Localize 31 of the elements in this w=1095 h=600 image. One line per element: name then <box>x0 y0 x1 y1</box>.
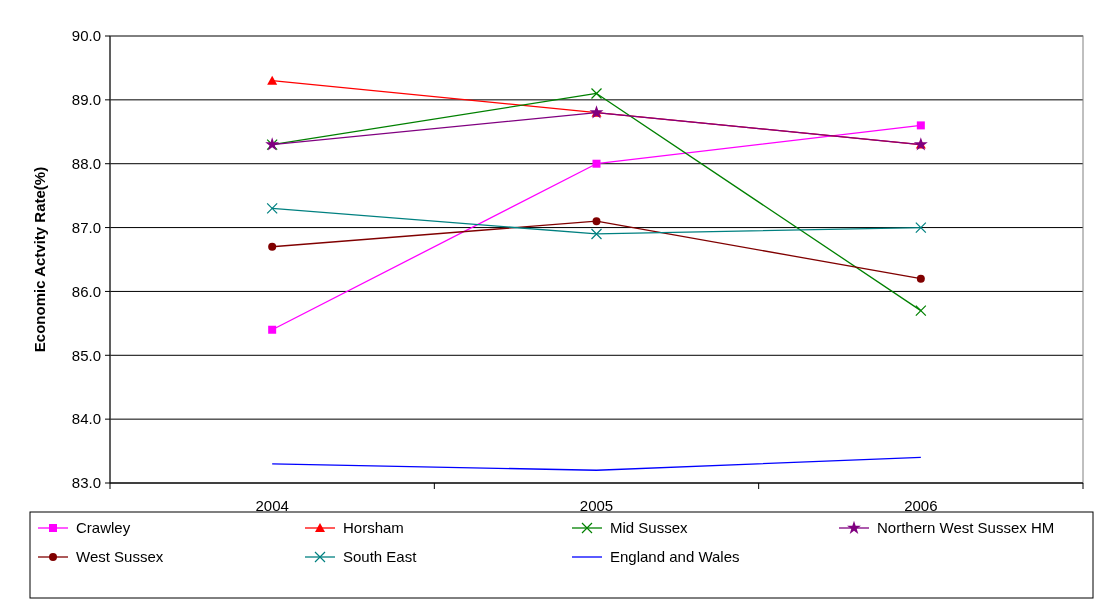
legend-label: Mid Sussex <box>610 519 689 537</box>
y-tick-label: 89.0 <box>71 91 101 109</box>
y-tick-label: 84.0 <box>71 410 101 428</box>
y-tick-label: 90.0 <box>71 27 101 45</box>
x-tick-label: 2005 <box>579 497 614 514</box>
point <box>915 304 927 317</box>
x-tick-label: 2006 <box>904 497 938 514</box>
point <box>590 87 603 100</box>
point <box>266 202 278 215</box>
legend-label: Northern West Sussex HM <box>877 519 1055 537</box>
y-tick-label: 85.0 <box>71 346 101 364</box>
point <box>915 221 927 234</box>
y-axis-title: Economic Actvity Rate(%) <box>31 166 48 353</box>
legend-label: South East <box>343 548 418 566</box>
point <box>268 242 277 251</box>
legend-label: Horsham <box>343 519 404 537</box>
legend-label: West Sussex <box>76 548 164 566</box>
x-tick-label: 2004 <box>255 497 289 514</box>
y-tick-label: 87.0 <box>71 218 101 236</box>
y-tick-label: 83.0 <box>71 474 101 492</box>
point <box>590 228 603 240</box>
legend-label: Crawley <box>76 519 131 537</box>
y-tick-label: 88.0 <box>71 154 101 172</box>
legend-label: England and Wales <box>610 548 740 566</box>
point <box>916 274 925 283</box>
point <box>592 159 601 168</box>
y-tick-label: 86.0 <box>71 282 101 300</box>
point <box>916 121 925 130</box>
point <box>267 75 278 85</box>
point <box>268 325 277 334</box>
point <box>592 217 601 226</box>
